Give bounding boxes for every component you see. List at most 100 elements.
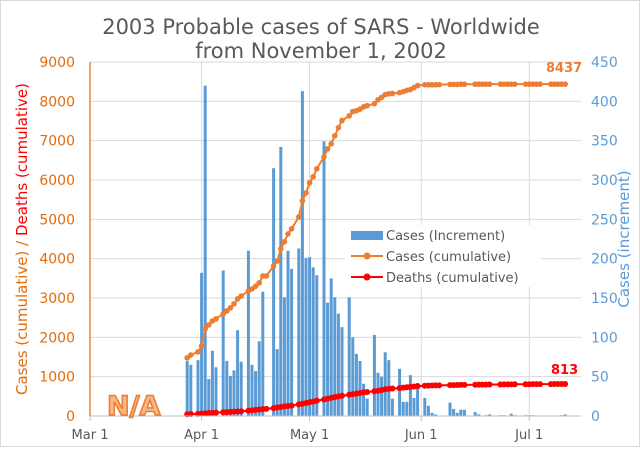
- increment-bar: [272, 168, 276, 416]
- increment-bar: [221, 270, 225, 416]
- axes: 0 1000 2000 3000 4000 5000 6000 7000 8000 9000 0 50…: [39, 55, 617, 443]
- deaths-cumulative-point: [436, 382, 443, 389]
- left-axis-label-deaths: Deaths (cumulative): [13, 83, 31, 236]
- right-tick-label: 100: [591, 330, 618, 346]
- increment-bar: [203, 85, 207, 416]
- x-tick-label: Jul 1: [514, 428, 543, 443]
- increment-bar: [459, 409, 463, 416]
- cases-cumulative-point: [206, 322, 212, 328]
- increment-bar: [563, 414, 567, 416]
- increment-bar: [340, 327, 344, 416]
- increment-bar: [196, 360, 200, 416]
- left-tick-label: 2000: [39, 330, 75, 346]
- increment-bar: [275, 349, 279, 416]
- increment-bar: [250, 364, 254, 416]
- no-data-mark: N/A: [107, 391, 160, 422]
- increment-bar: [236, 330, 240, 416]
- cases-cumulative-point: [537, 81, 543, 87]
- right-tick-label: 50: [591, 370, 609, 386]
- cases-cumulative-point: [231, 301, 237, 307]
- cases-cumulative-point: [436, 81, 443, 88]
- deaths-cumulative-point: [238, 408, 245, 415]
- cases-cumulative-point: [202, 326, 208, 332]
- right-tick-label: 200: [591, 252, 618, 268]
- cases-cumulative-point: [285, 231, 291, 237]
- increment-bar: [354, 353, 358, 416]
- left-tick-label: 0: [66, 409, 75, 425]
- increment-bar: [279, 146, 283, 416]
- left-tick-label: 8000: [39, 94, 75, 110]
- increment-bar: [473, 412, 477, 416]
- x-tick-label: May 1: [290, 428, 329, 443]
- cases-cumulative-point: [224, 308, 230, 314]
- right-tick-label: 350: [591, 134, 618, 150]
- left-tick-label: 4000: [39, 252, 75, 268]
- increment-bar: [225, 360, 229, 416]
- increment-bar: [300, 91, 304, 417]
- increment-bar: [380, 376, 384, 416]
- increment-bar: [362, 383, 366, 416]
- cases-cumulative-point: [270, 263, 277, 269]
- cases-cumulative-point: [195, 349, 201, 355]
- deaths-cumulative-point: [414, 383, 421, 390]
- increment-bar: [430, 412, 434, 416]
- legend-label-deaths: Deaths (cumulative): [386, 271, 519, 286]
- cases-cumulative-point: [188, 352, 194, 358]
- cases-cumulative-point: [310, 174, 317, 180]
- cases-cumulative-point: [321, 153, 327, 160]
- increment-bar: [390, 398, 394, 416]
- cases-cumulative-point: [486, 81, 493, 87]
- final-cases-annotation: 8437: [546, 61, 582, 76]
- increment-bar: [372, 334, 376, 416]
- deaths-cumulative-point: [213, 409, 219, 416]
- cases-cumulative-point: [299, 198, 306, 204]
- cases-cumulative-point: [332, 132, 338, 139]
- increment-bar: [286, 250, 290, 416]
- increment-bar: [239, 361, 243, 416]
- cases-cumulative-point: [389, 90, 396, 97]
- increment-bar: [261, 291, 265, 416]
- increment-bar: [452, 408, 456, 416]
- increment-bar: [322, 141, 326, 416]
- deaths-cumulative-point: [486, 381, 493, 388]
- deaths-cumulative-point: [339, 392, 345, 399]
- increment-bar: [416, 382, 420, 416]
- right-tick-label: 450: [591, 55, 618, 71]
- increment-bar: [509, 413, 513, 416]
- deaths-cumulative-point: [313, 397, 320, 404]
- left-tick-label: 5000: [39, 212, 75, 228]
- cases-cumulative-point: [198, 343, 205, 349]
- increment-bar: [210, 350, 214, 416]
- legend: Cases (Increment) Cases (cumulative) Dea…: [345, 225, 541, 287]
- deaths-cumulative-point: [537, 381, 543, 388]
- cases-cumulative-point: [296, 214, 302, 220]
- legend-marker-cumulative: [363, 252, 371, 260]
- increment-bar: [311, 267, 315, 416]
- cases-cumulative-point: [324, 146, 331, 152]
- cases-cumulative-point: [288, 225, 295, 232]
- increment-bar: [448, 402, 452, 416]
- increment-bar: [333, 297, 337, 416]
- cases-cumulative-point: [256, 280, 262, 286]
- increment-bar: [282, 297, 286, 416]
- increment-bar: [434, 414, 438, 416]
- final-deaths-annotation: 813: [551, 363, 578, 378]
- increment-bar: [315, 275, 319, 416]
- left-axis-label-cases: Cases (cumulative): [13, 251, 31, 395]
- deaths-cumulative-point: [288, 402, 295, 409]
- cases-cumulative-point: [314, 165, 320, 172]
- cases-cumulative-point: [213, 316, 219, 322]
- increment-bar: [232, 370, 236, 416]
- increment-bar: [401, 401, 405, 416]
- increment-bar: [336, 313, 340, 416]
- cases-cumulative-line: [186, 83, 566, 359]
- left-tick-label: 9000: [39, 55, 75, 71]
- increment-bar: [405, 401, 409, 416]
- cases-cumulative-point: [328, 141, 335, 147]
- cases-cumulative-point: [227, 305, 234, 311]
- increment-bar: [383, 352, 387, 416]
- deaths-cumulative-point: [389, 385, 396, 392]
- left-tick-label: 3000: [39, 291, 75, 307]
